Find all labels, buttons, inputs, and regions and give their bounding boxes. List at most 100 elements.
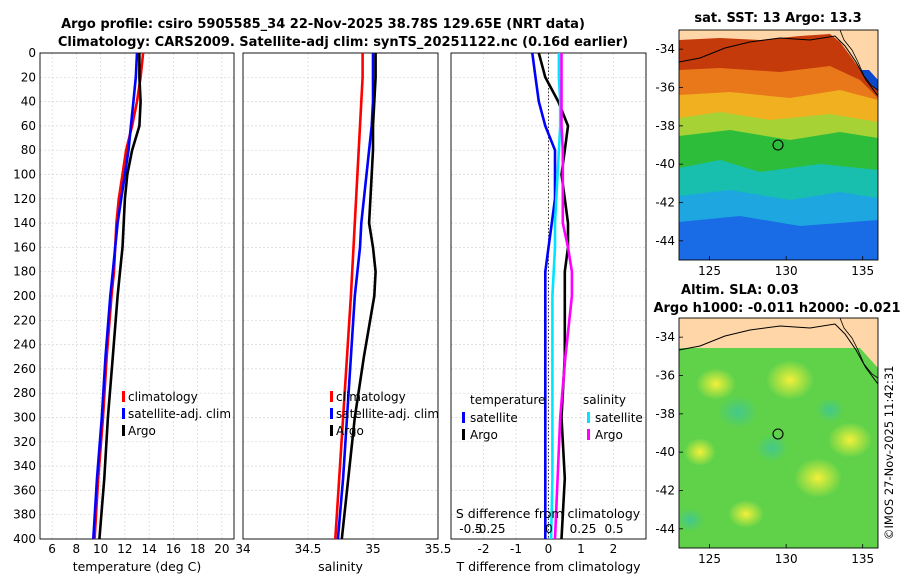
legend-swatch xyxy=(122,425,125,436)
x-tick-label: 10 xyxy=(93,542,108,556)
map-y-tick-label: -36 xyxy=(655,81,675,95)
x-tick-label: 34.5 xyxy=(295,542,322,556)
x-tick-label: -2 xyxy=(478,542,490,556)
depth-tick-label: 160 xyxy=(13,240,36,254)
legend-swatch xyxy=(587,412,590,423)
map-y-tick-label: -38 xyxy=(655,407,675,421)
x-tick-label: 18 xyxy=(190,542,205,556)
sla-map-frame xyxy=(678,317,879,549)
sst-map-title: sat. SST: 13 Argo: 13.3 xyxy=(694,11,861,26)
depth-tick-label: 20 xyxy=(21,70,36,84)
depth-tick-label: 380 xyxy=(13,508,36,522)
x-tick-label: -1 xyxy=(510,542,522,556)
figure-title-line1: Argo profile: csiro 5905585_34 22-Nov-20… xyxy=(61,17,585,32)
x-tick-label: 20 xyxy=(214,542,229,556)
difference-panel: -2 -1 0 1 2 T difference from climatology temp… xyxy=(450,52,647,574)
depth-tick-label: 0 xyxy=(28,46,36,60)
x-axis-label: temperature (deg C) xyxy=(73,559,202,574)
x-tick-label: 14 xyxy=(141,542,156,556)
depth-tick-label: 260 xyxy=(13,362,36,376)
depth-tick-label: 280 xyxy=(13,386,36,400)
sla-map xyxy=(679,318,878,548)
x-tick-label: 35 xyxy=(365,542,380,556)
legend-label: climatology xyxy=(336,390,406,404)
temperature-panel: 0 20 40 60 80 100 120 140 160 180 200 220 240 260 280 3… xyxy=(13,46,235,574)
argo-location-marker-sla xyxy=(772,428,784,440)
depth-tick-label: 240 xyxy=(13,338,36,352)
map-x-tick-label: 135 xyxy=(851,264,874,278)
series-line-satellite-adj-clim xyxy=(92,52,139,540)
panel-frame xyxy=(450,52,647,540)
x-tick-label: 8 xyxy=(73,542,81,556)
map-x-tick-label: 135 xyxy=(851,552,874,566)
legend-swatch xyxy=(330,408,333,419)
imos-watermark: ©IMOS 27-Nov-2025 11:42:31 xyxy=(882,366,896,540)
top-x-tick-label: 0.25 xyxy=(570,522,597,536)
legend-swatch xyxy=(122,408,125,419)
x-tick-label: 12 xyxy=(117,542,132,556)
map-y-tick-label: -34 xyxy=(655,42,675,56)
depth-tick-label: 120 xyxy=(13,192,36,206)
depth-tick-label: 200 xyxy=(13,289,36,303)
map-y-tick-label: -36 xyxy=(655,369,675,383)
map-y-tick-label: -44 xyxy=(655,522,675,536)
x-axis-label: T difference from climatology xyxy=(455,559,641,574)
legend-title-temperature: temperature xyxy=(470,393,545,407)
panel-frame xyxy=(242,52,439,540)
map-y-tick-label: -40 xyxy=(655,445,675,459)
x-tick-label: 1 xyxy=(577,542,585,556)
map-x-tick-label: 130 xyxy=(775,552,798,566)
top-x-axis-label: S difference from climatology xyxy=(456,506,641,521)
legend-swatch xyxy=(330,425,333,436)
sla-map-title-line2: Argo h1000: -0.011 h2000: -0.021 xyxy=(653,301,900,316)
x-tick-label: 2 xyxy=(610,542,618,556)
legend-title-salinity: salinity xyxy=(583,393,626,407)
map-x-tick-label: 130 xyxy=(775,264,798,278)
salinity-panel: 34 34.5 35 35.5 salinity climatology satellite… xyxy=(235,52,452,574)
sst-map-frame xyxy=(678,29,879,261)
top-x-tick-label: -0.5 xyxy=(459,522,482,536)
legend-label: satellite xyxy=(595,411,643,425)
sla-map-ticks: 125 130 135 -34 -36 -38 -40 -42 -44 xyxy=(655,330,874,566)
legend-label: Argo xyxy=(336,424,364,438)
legend-label: satellite-adj. clim xyxy=(336,407,439,421)
depth-tick-label: 140 xyxy=(13,216,36,230)
map-y-tick-label: -38 xyxy=(655,119,675,133)
figure-title-line2: Climatology: CARS2009. Satellite-adj cli… xyxy=(58,35,628,50)
series-line-argo xyxy=(340,53,377,540)
depth-tick-label: 320 xyxy=(13,435,36,449)
sst-map-ticks: 125 130 135 -34 -36 -38 -40 -42 -44 xyxy=(655,42,874,278)
legend-swatch xyxy=(462,412,465,423)
legend-label: Argo xyxy=(128,424,156,438)
legend-label: satellite xyxy=(470,411,518,425)
depth-tick-label: 400 xyxy=(13,532,36,546)
map-y-tick-label: -34 xyxy=(655,330,675,344)
legend-label: satellite-adj. clim xyxy=(128,407,231,421)
x-tick-label: 35.5 xyxy=(425,542,452,556)
top-x-tick-label: -0.25 xyxy=(474,522,505,536)
x-axis-label: salinity xyxy=(318,559,363,574)
sla-map-title-line1: Altim. SLA: 0.03 xyxy=(681,283,799,298)
depth-tick-label: 80 xyxy=(21,143,36,157)
x-tick-label: 6 xyxy=(48,542,56,556)
series-line-argo xyxy=(98,53,142,540)
top-x-tick-label: 0.5 xyxy=(604,522,623,536)
argo-location-marker xyxy=(772,139,784,151)
map-x-tick-label: 125 xyxy=(698,264,721,278)
map-y-tick-label: -40 xyxy=(655,157,675,171)
x-tick-label: 34 xyxy=(235,542,250,556)
map-y-tick-label: -42 xyxy=(655,484,675,498)
depth-tick-label: 100 xyxy=(13,168,36,182)
series-line-s-argo xyxy=(553,53,574,540)
depth-tick-label: 180 xyxy=(13,265,36,279)
depth-tick-label: 40 xyxy=(21,95,36,109)
depth-tick-label: 360 xyxy=(13,483,36,497)
sst-map xyxy=(679,30,878,260)
legend-swatch xyxy=(587,429,590,440)
depth-tick-label: 340 xyxy=(13,459,36,473)
legend-label: Argo xyxy=(595,428,623,442)
map-y-tick-label: -42 xyxy=(655,196,675,210)
legend-label: climatology xyxy=(128,390,198,404)
top-x-tick-label: 0 xyxy=(545,522,553,536)
